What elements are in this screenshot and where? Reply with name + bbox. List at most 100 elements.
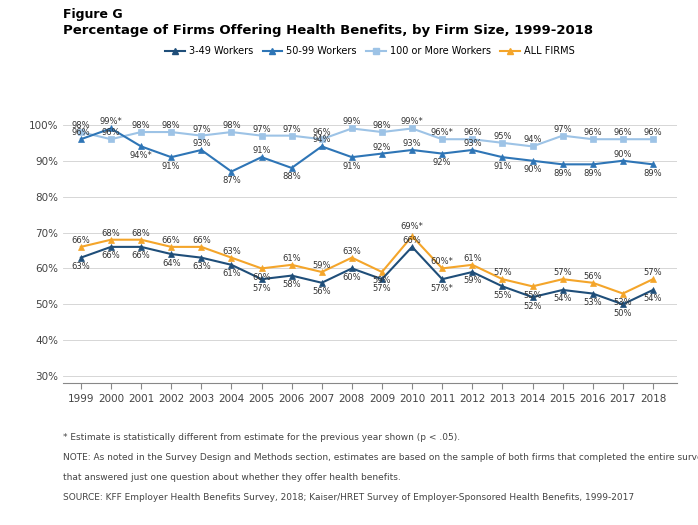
50-99 Workers xyxy=(378,151,386,157)
Line: 3-49 Workers: 3-49 Workers xyxy=(78,244,655,307)
ALL FIRMS xyxy=(498,276,507,282)
3-49 Workers xyxy=(528,294,537,300)
100 or More Workers xyxy=(588,136,597,142)
ALL FIRMS xyxy=(77,244,85,250)
Legend: 3-49 Workers, 50-99 Workers, 100 or More Workers, ALL FIRMS: 3-49 Workers, 50-99 Workers, 100 or More… xyxy=(161,42,579,60)
50-99 Workers xyxy=(318,143,326,150)
ALL FIRMS xyxy=(288,261,296,268)
Text: 96%: 96% xyxy=(584,128,602,137)
Text: 68%: 68% xyxy=(132,229,151,238)
Text: 92%: 92% xyxy=(433,158,452,167)
Text: that answered just one question about whether they offer health benefits.: that answered just one question about wh… xyxy=(63,473,401,482)
50-99 Workers xyxy=(588,161,597,167)
Text: 92%: 92% xyxy=(373,143,392,152)
Text: 98%: 98% xyxy=(222,121,241,130)
ALL FIRMS xyxy=(528,283,537,289)
Text: 96%: 96% xyxy=(614,128,632,137)
Text: 90%: 90% xyxy=(614,150,632,159)
50-99 Workers xyxy=(258,154,266,160)
Text: 69%*: 69%* xyxy=(401,222,424,230)
Text: 98%: 98% xyxy=(132,121,150,130)
Text: 99%*: 99%* xyxy=(100,118,122,127)
Text: 50%: 50% xyxy=(614,309,632,318)
50-99 Workers xyxy=(77,136,85,142)
Text: 53%: 53% xyxy=(614,298,632,307)
Text: 59%: 59% xyxy=(463,277,482,286)
Text: 66%: 66% xyxy=(192,236,211,245)
ALL FIRMS xyxy=(228,255,236,261)
Text: 96%: 96% xyxy=(102,128,120,137)
Text: 57%: 57% xyxy=(554,268,572,277)
Text: 60%: 60% xyxy=(343,273,361,282)
50-99 Workers xyxy=(167,154,175,160)
50-99 Workers xyxy=(137,143,145,150)
Text: 55%: 55% xyxy=(524,291,542,300)
100 or More Workers xyxy=(378,129,386,135)
Text: 91%: 91% xyxy=(493,162,512,171)
3-49 Workers xyxy=(348,265,356,271)
ALL FIRMS xyxy=(408,233,416,239)
3-49 Workers xyxy=(468,269,477,275)
Text: 96%*: 96%* xyxy=(431,128,454,137)
Text: 54%: 54% xyxy=(554,295,572,303)
Text: 63%: 63% xyxy=(343,247,362,256)
ALL FIRMS xyxy=(197,244,205,250)
ALL FIRMS xyxy=(258,265,266,271)
Text: 55%: 55% xyxy=(493,291,512,300)
Text: 91%: 91% xyxy=(343,162,361,171)
100 or More Workers xyxy=(318,136,326,142)
50-99 Workers xyxy=(228,169,236,175)
Text: 90%: 90% xyxy=(524,165,542,174)
Text: 66%: 66% xyxy=(403,236,422,245)
ALL FIRMS xyxy=(648,276,657,282)
50-99 Workers xyxy=(648,161,657,167)
Text: 91%: 91% xyxy=(252,146,271,155)
Text: 56%: 56% xyxy=(313,287,331,296)
3-49 Workers xyxy=(648,287,657,293)
3-49 Workers xyxy=(618,301,627,308)
Text: 63%: 63% xyxy=(71,262,90,271)
Text: 63%: 63% xyxy=(222,247,241,256)
Text: 63%: 63% xyxy=(192,262,211,271)
Text: 96%: 96% xyxy=(644,128,662,137)
100 or More Workers xyxy=(468,136,477,142)
ALL FIRMS xyxy=(348,255,356,261)
Text: 97%: 97% xyxy=(192,124,211,134)
Text: 98%: 98% xyxy=(373,121,392,130)
100 or More Workers xyxy=(618,136,627,142)
3-49 Workers xyxy=(167,251,175,257)
Text: 64%: 64% xyxy=(162,258,181,268)
3-49 Workers xyxy=(288,272,296,279)
3-49 Workers xyxy=(77,255,85,261)
100 or More Workers xyxy=(408,125,416,132)
3-49 Workers xyxy=(258,276,266,282)
100 or More Workers xyxy=(167,129,175,135)
50-99 Workers xyxy=(348,154,356,160)
3-49 Workers xyxy=(197,255,205,261)
Text: 89%: 89% xyxy=(554,169,572,178)
50-99 Workers xyxy=(468,147,477,153)
Text: 98%: 98% xyxy=(162,121,181,130)
Text: 57%: 57% xyxy=(644,268,662,277)
Text: 88%: 88% xyxy=(282,172,301,182)
Text: 97%: 97% xyxy=(554,124,572,134)
Text: 99%: 99% xyxy=(343,118,361,127)
ALL FIRMS xyxy=(378,269,386,275)
100 or More Workers xyxy=(498,140,507,146)
Text: 59%: 59% xyxy=(373,277,392,286)
Text: 94%: 94% xyxy=(524,135,542,144)
Line: 50-99 Workers: 50-99 Workers xyxy=(78,125,655,174)
Text: Figure G: Figure G xyxy=(63,8,122,21)
Text: 52%: 52% xyxy=(524,301,542,311)
100 or More Workers xyxy=(228,129,236,135)
Text: 58%: 58% xyxy=(283,280,301,289)
100 or More Workers xyxy=(558,132,567,139)
Text: 66%: 66% xyxy=(162,236,181,245)
Text: 87%: 87% xyxy=(222,176,241,185)
ALL FIRMS xyxy=(318,269,326,275)
Text: 94%*: 94%* xyxy=(130,151,152,160)
Text: 57%: 57% xyxy=(493,268,512,277)
Text: 97%: 97% xyxy=(283,124,301,134)
3-49 Workers xyxy=(588,290,597,297)
50-99 Workers xyxy=(408,147,416,153)
